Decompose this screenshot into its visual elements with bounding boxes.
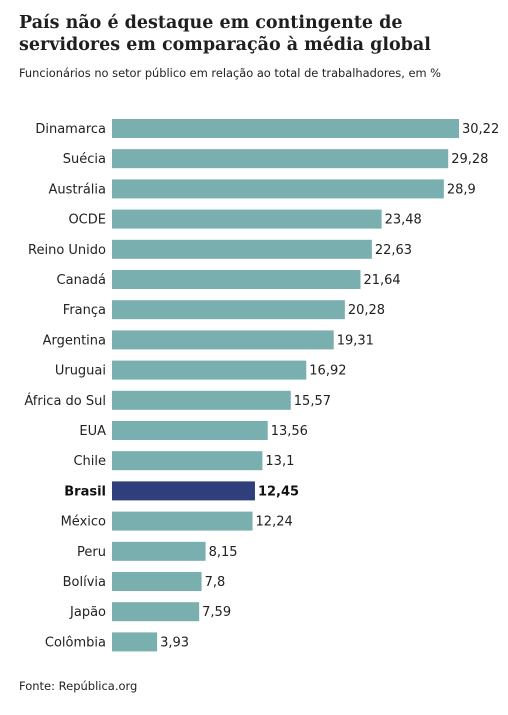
category-label: Brasil	[64, 484, 106, 499]
value-label: 12,45	[258, 484, 299, 499]
value-label: 30,22	[462, 122, 499, 137]
bar-peru	[112, 541, 206, 561]
bar-colômbia	[112, 632, 158, 652]
category-label: México	[61, 515, 106, 530]
bar-bolívia	[112, 572, 202, 591]
category-label: Canadá	[57, 273, 106, 288]
category-label: Bolívia	[63, 575, 106, 590]
value-label: 16,92	[309, 364, 346, 379]
category-label: Argentina	[43, 333, 106, 348]
category-label: Dinamarca	[35, 122, 106, 137]
bar-áfrica-do-sul	[112, 390, 291, 410]
bar-argentina	[112, 330, 334, 350]
chart-title: País não é destaque em contingente de se…	[19, 13, 431, 55]
category-label: Japão	[69, 605, 106, 620]
value-label: 13,1	[265, 454, 294, 469]
chart-subtitle: Funcionários no setor público em relação…	[19, 66, 441, 80]
value-label: 21,64	[363, 273, 400, 288]
value-label: 7,8	[205, 575, 226, 590]
bar-dinamarca	[112, 119, 459, 138]
value-label: 8,15	[209, 545, 238, 560]
category-label: EUA	[79, 424, 106, 439]
bar-canadá	[112, 270, 361, 289]
value-label: 19,31	[337, 333, 374, 348]
category-label: Peru	[77, 545, 106, 560]
value-label: 7,59	[202, 605, 231, 620]
bar-ocde	[112, 209, 382, 229]
value-label: 28,9	[447, 182, 476, 197]
category-label: OCDE	[68, 213, 106, 228]
source-note: Fonte: República.org	[19, 679, 138, 693]
value-label: 22,63	[375, 243, 412, 258]
value-label: 12,24	[256, 515, 293, 530]
bar-suécia	[112, 149, 449, 169]
category-label: Austrália	[48, 182, 106, 197]
bar-méxico	[112, 511, 253, 531]
value-label: 20,28	[348, 303, 385, 318]
bar-brasil	[112, 481, 255, 501]
category-label: Chile	[73, 454, 106, 469]
bar-uruguai	[112, 360, 307, 380]
bar-eua	[112, 421, 268, 440]
value-label: 29,28	[451, 152, 488, 167]
category-label: África do Sul	[24, 393, 106, 409]
value-label: 3,93	[160, 635, 189, 650]
value-label: 23,48	[385, 213, 422, 228]
category-label: França	[63, 303, 106, 318]
value-label: 13,56	[271, 424, 308, 439]
bar-chile	[112, 451, 263, 471]
bar-austrália	[112, 179, 444, 199]
category-label: Suécia	[63, 152, 106, 167]
category-label: Reino Unido	[28, 243, 106, 258]
category-label: Uruguai	[55, 364, 106, 379]
category-label: Colômbia	[45, 635, 106, 650]
bar-chart: Dinamarca 30,22 Suécia 29,28 Austrália 28,9 OC…	[24, 119, 499, 652]
bar-reino-unido	[112, 239, 372, 259]
value-label: 15,57	[294, 394, 331, 409]
bar-japão	[112, 602, 200, 622]
bar-frança	[112, 300, 345, 320]
